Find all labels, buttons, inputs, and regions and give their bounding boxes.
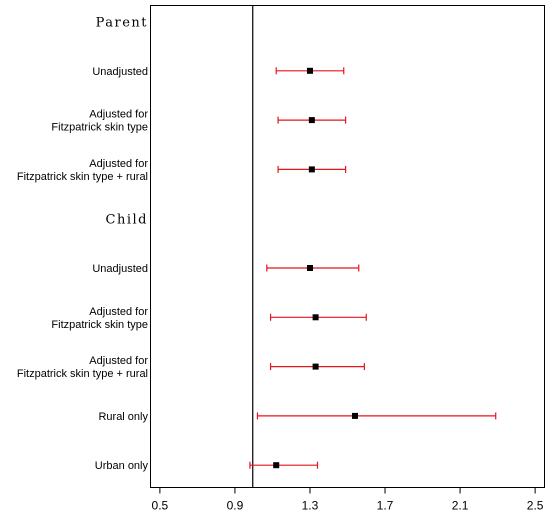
row-label: Rural only (98, 411, 148, 423)
row-label: Urban only (95, 460, 149, 472)
x-tick-label: 2.5 (527, 499, 544, 513)
x-tick-label: 1.3 (302, 499, 319, 513)
point-estimate (352, 412, 359, 419)
row-label: Adjusted for (89, 109, 148, 121)
x-tick-label: 1.7 (377, 499, 394, 513)
group-heading: Parent (96, 16, 148, 31)
point-estimate (306, 67, 313, 74)
point-estimate (308, 166, 315, 173)
row-label: Adjusted for (89, 158, 148, 170)
point-estimate (312, 363, 319, 370)
row-label: Fitzpatrick skin type + rural (17, 171, 148, 183)
x-tick-label: 0.9 (227, 499, 244, 513)
group-heading: Child (106, 213, 148, 228)
row-label: Fitzpatrick skin type + rural (17, 368, 148, 380)
row-label: Fitzpatrick skin type (51, 122, 148, 134)
x-tick-label: 0.5 (152, 499, 169, 513)
row-label: Fitzpatrick skin type (51, 319, 148, 331)
point-estimate (308, 117, 315, 124)
x-axis: 0.5 0.9 1.3 1.7 2.1 2.5 (152, 487, 544, 513)
plot-area-frame (150, 5, 545, 488)
row-label: Adjusted for (89, 355, 148, 367)
row-label: Unadjusted (92, 263, 148, 275)
row-label: Unadjusted (92, 66, 148, 78)
point-estimate (306, 265, 313, 271)
plot-marks (249, 5, 497, 488)
row-label: Adjusted for (89, 306, 148, 318)
x-tick-label: 2.1 (452, 499, 469, 513)
point-estimate (312, 314, 319, 321)
point-estimate (273, 462, 280, 469)
